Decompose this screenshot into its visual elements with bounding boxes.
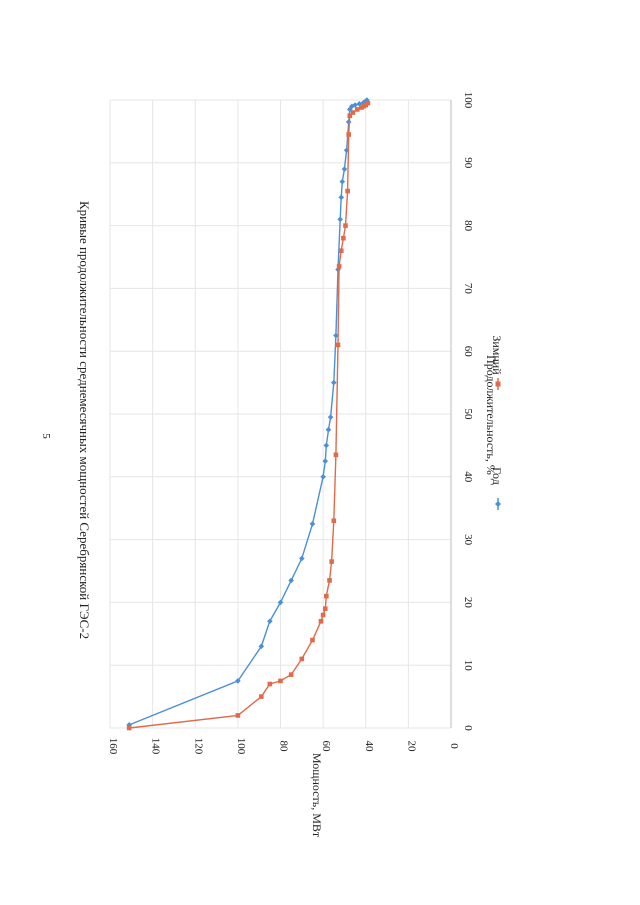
data-point [330,379,337,386]
x-tick-label: 20 [462,597,474,609]
series-line [129,102,369,729]
data-point [324,593,329,599]
x-tick-label: 50 [462,409,474,421]
series-god [126,97,370,728]
data-point [352,102,358,108]
data-point [341,166,348,172]
data-point [259,694,264,699]
x-tick-label: 60 [462,346,474,358]
data-point [346,132,351,137]
data-point [338,248,344,254]
data-point [325,426,332,433]
data-point [323,442,330,449]
x-tick-label: 90 [462,157,474,169]
series-line [128,99,368,726]
data-point [333,332,339,339]
x-tick-label: 70 [462,283,474,295]
y-tick-label: 40 [363,741,375,753]
data-point [339,178,346,185]
data-point [277,599,284,606]
data-point [126,722,132,728]
legend-marker-zimniy [495,381,501,387]
data-point [327,578,332,583]
data-point [310,637,315,643]
data-point [356,100,363,107]
series-zimniy [126,100,371,731]
data-point [235,678,241,684]
chart-title: Кривые продолжительности среднемесячных … [77,201,92,639]
y-axis-title: Мощность, МВт [310,753,324,838]
x-tick-label: 100 [462,92,474,109]
x-tick-label: 10 [462,660,474,672]
data-point [299,656,305,662]
y-tick-label: 20 [405,741,417,753]
data-point [278,678,283,684]
data-point [343,223,348,228]
y-tick-label: 60 [320,741,332,753]
data-point [299,555,305,562]
y-tick-label: 140 [150,738,162,755]
data-point [360,99,367,106]
data-point [329,559,334,564]
x-tick-label: 30 [462,534,474,546]
data-point [347,113,353,118]
legend-label-god: Год [490,467,504,485]
data-point [288,672,294,677]
data-point [365,100,371,106]
x-tick-label: 40 [462,471,474,483]
chart-tick-labels: 0 10 20 30 40 50 60 70 80 90 100 0 20 40 60 80 100 120 140… [107,92,474,755]
x-axis-title: Продолжительность, % [484,355,498,475]
data-point [258,643,265,650]
data-point [267,618,273,625]
chart-series [126,97,371,731]
data-point [338,194,345,201]
data-point [320,474,326,480]
data-point [322,458,329,464]
data-point [322,606,328,611]
y-tick-label: 80 [278,741,290,753]
data-point [235,713,241,718]
data-point [336,264,342,269]
chart-legend: Год Зимний [490,335,504,510]
data-point [320,612,326,618]
data-point [364,97,370,103]
y-tick-label: 100 [235,738,247,755]
data-point [341,235,346,241]
data-point [333,452,339,458]
data-point [327,414,334,420]
chart-grid [109,99,452,729]
y-tick-label: 120 [192,738,204,755]
data-point [267,681,273,687]
data-point [126,725,132,731]
data-point [337,216,343,223]
legend-label-zimniy: Зимний [490,335,504,375]
data-point [318,618,324,624]
x-tick-label: 80 [462,220,474,232]
x-tick-label: 0 [462,725,474,731]
y-tick-label: 160 [107,738,119,755]
data-point [350,110,356,115]
data-point [345,188,350,194]
y-tick-label: 0 [448,743,460,749]
legend-marker-god [495,501,501,507]
data-point [309,521,316,527]
data-point [335,342,341,348]
data-point [288,577,294,584]
data-point [354,107,360,112]
data-point [331,518,337,524]
